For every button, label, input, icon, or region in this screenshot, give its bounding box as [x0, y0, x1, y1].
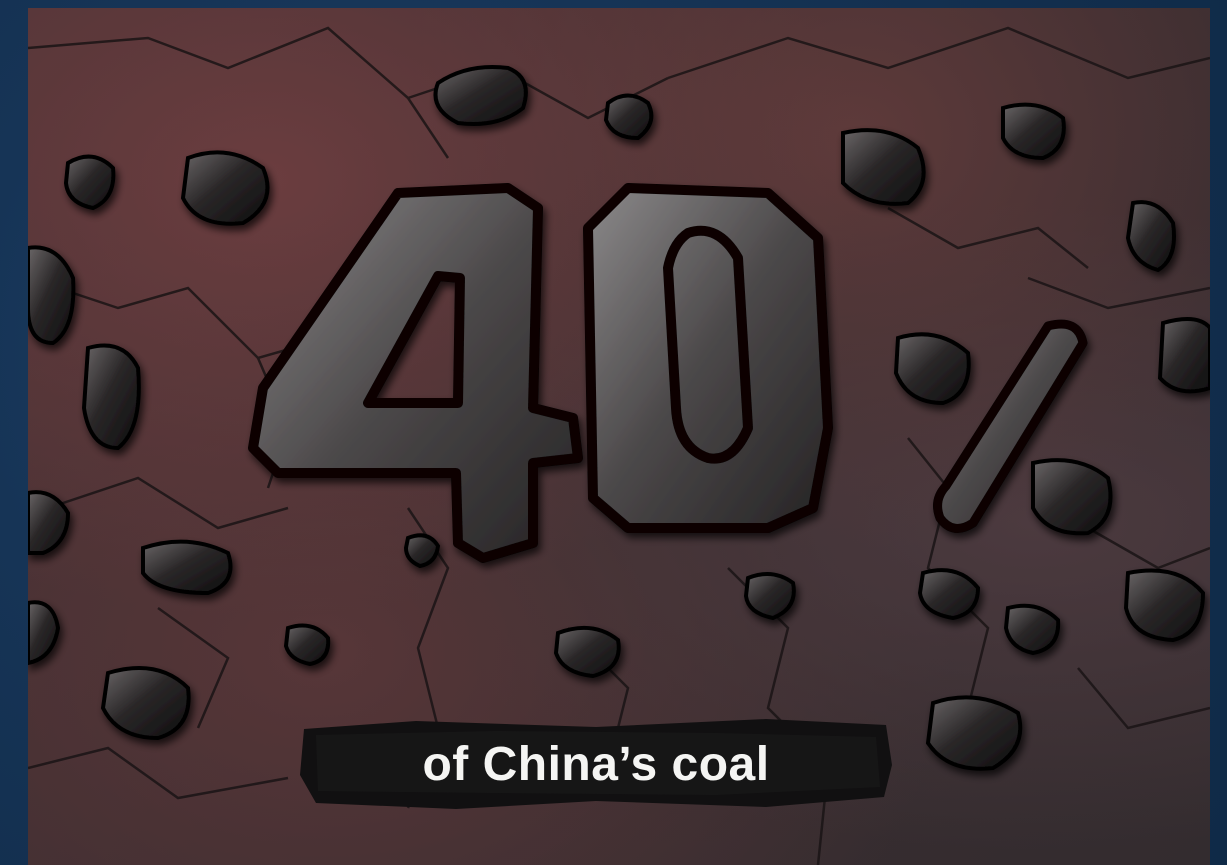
coal-lump-icon	[28, 600, 61, 666]
coal-lump-icon	[433, 65, 528, 126]
coal-lump-icon	[28, 245, 76, 346]
coal-lump-icon	[917, 568, 981, 621]
coal-lump-icon	[743, 572, 796, 621]
coal-lump-icon	[553, 625, 621, 679]
caption-text: of China’s coal	[422, 738, 770, 791]
coal-lumps	[28, 65, 1210, 771]
coal-lump-icon	[100, 666, 191, 741]
coal-lump-icon	[1003, 603, 1061, 656]
coal-lump-icon	[180, 150, 270, 226]
coal-lump-icon	[841, 128, 926, 206]
cracked-ground-panel: of China’s coal	[28, 8, 1210, 865]
coal-lump-icon	[893, 332, 971, 406]
coal-lump-icon	[1123, 568, 1206, 643]
coal-lump-icon	[925, 695, 1023, 771]
coal-lump-icon	[81, 343, 141, 451]
coal-lump-icon	[1125, 200, 1176, 273]
caption-banner: of China’s coal	[296, 715, 896, 815]
coal-lump-icon	[63, 154, 116, 211]
coal-lump-icon	[141, 539, 233, 596]
brush-stroke-background	[300, 719, 892, 809]
coal-lump-icon	[1157, 317, 1210, 394]
illustration	[28, 26, 1210, 865]
coal-lump-icon	[403, 533, 441, 569]
headline-number-graphic	[248, 183, 1088, 563]
coal-lump-icon	[283, 623, 331, 667]
coal-lump-icon	[603, 93, 654, 141]
coal-lump-icon	[28, 490, 71, 555]
coal-lump-icon	[1031, 458, 1113, 536]
coal-lump-icon	[1001, 102, 1066, 161]
